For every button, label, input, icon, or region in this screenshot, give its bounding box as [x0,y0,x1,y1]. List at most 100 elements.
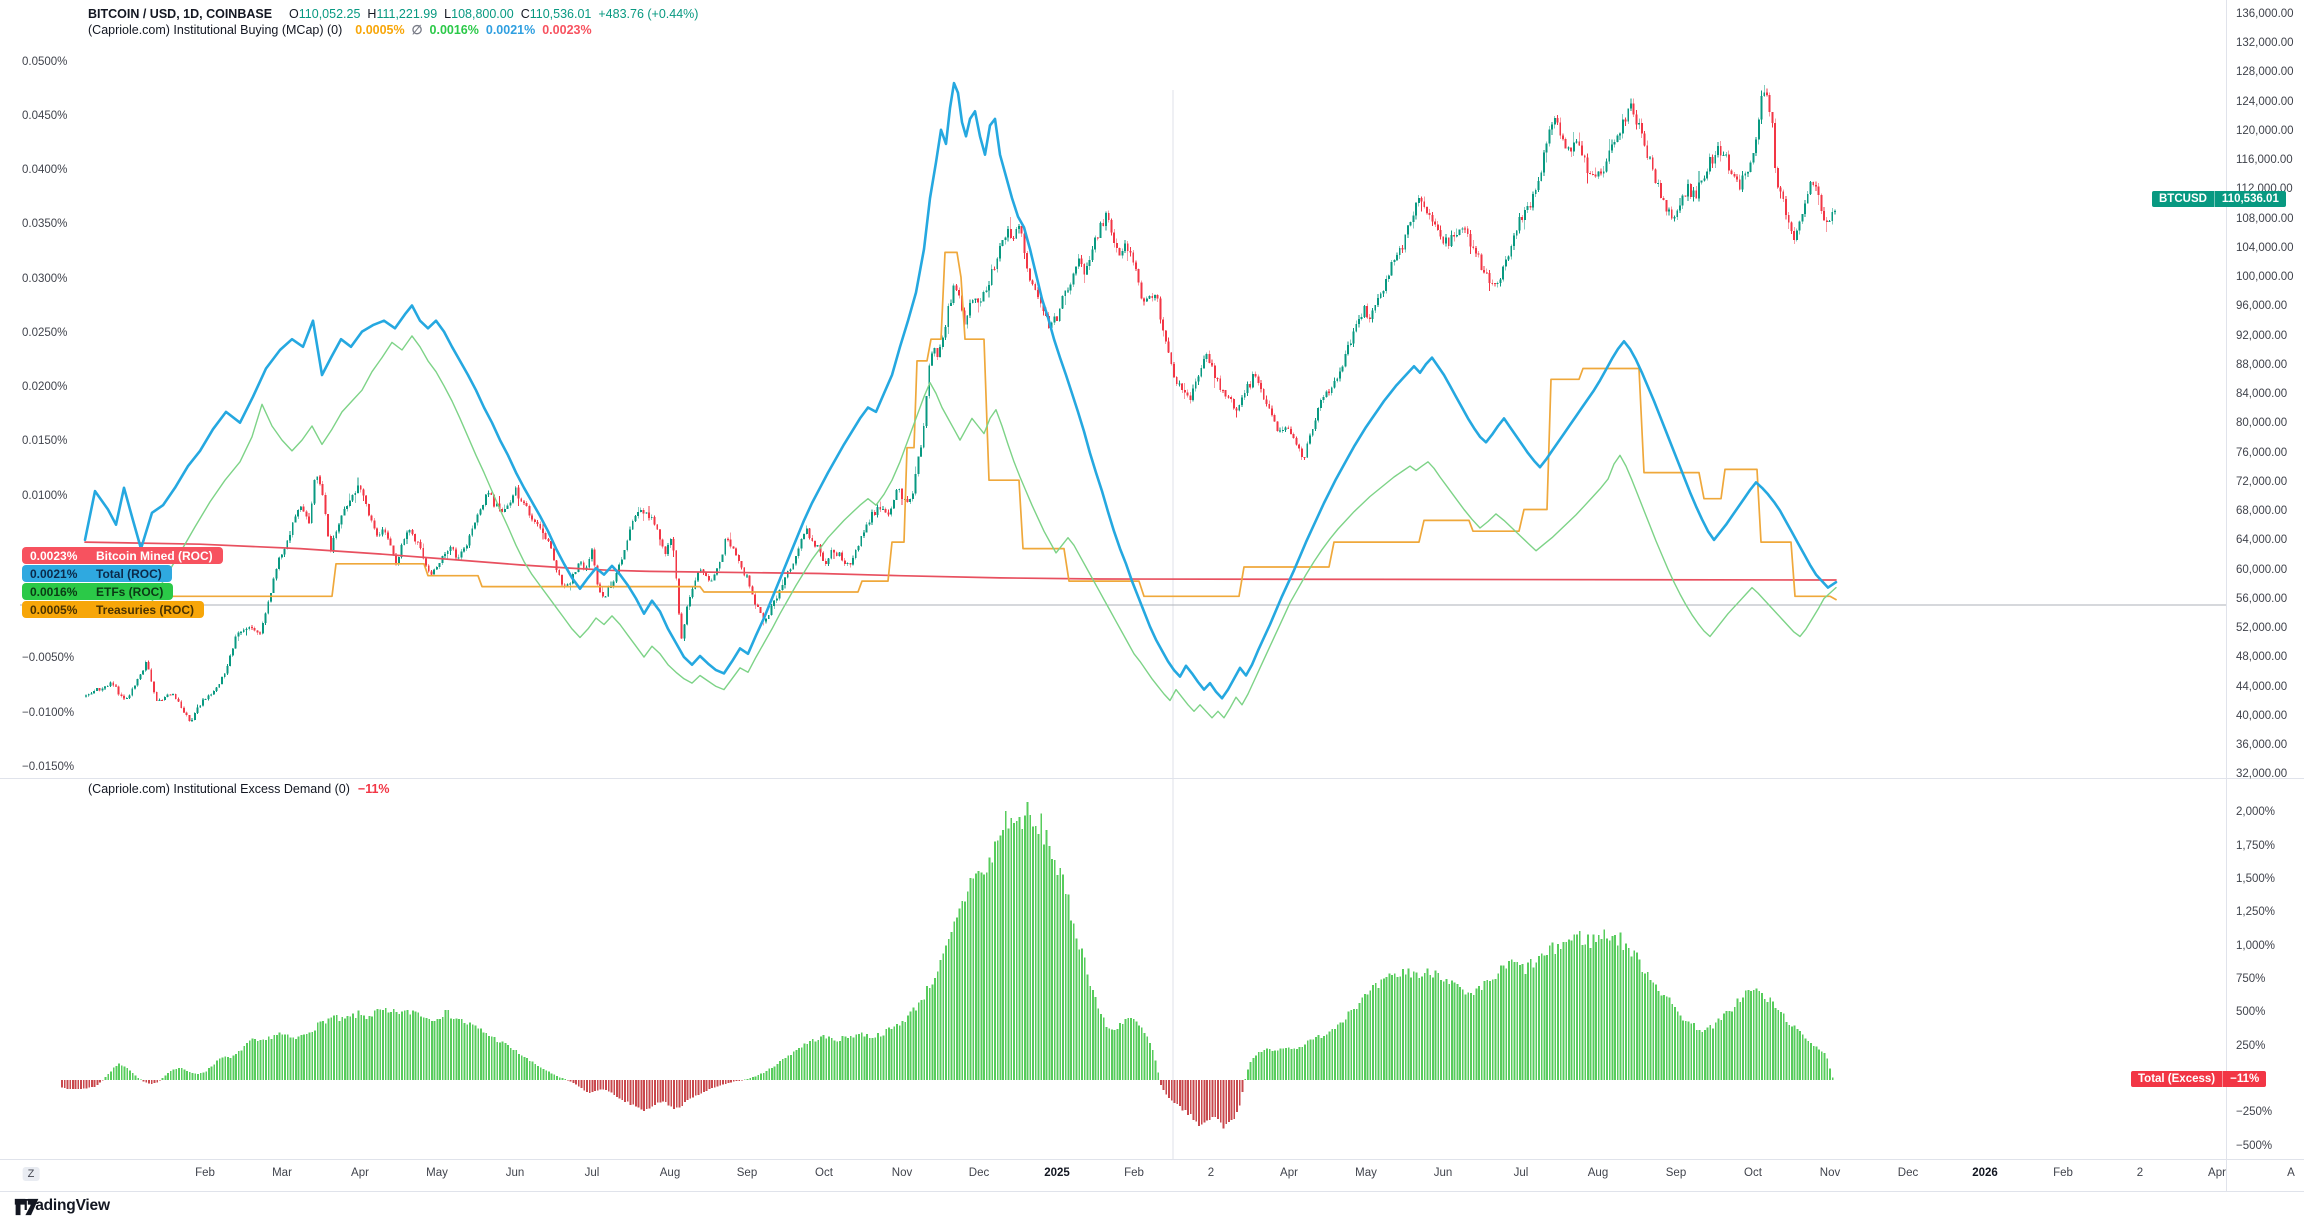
ohlc-value: 108,800.00 [451,7,514,21]
price-axis-tick: 120,000.00 [2236,124,2294,137]
excess-demand-value: −11% [357,782,390,796]
indicator-value: 0.0016% [429,23,479,37]
excess-axis-tick: 750% [2236,973,2266,986]
excess-badge-label: Total (Excess) [2138,1073,2216,1086]
last-price-badge-symbol: BTCUSD [2159,193,2207,206]
price-axis-tick: 96,000.00 [2236,300,2288,313]
excess-axis-tick: 1,750% [2236,839,2276,852]
time-axis-tick: 2026 [1972,1167,1998,1179]
price-axis-tick: 72,000.00 [2236,475,2288,488]
left-axis-tick: −0.0150% [22,760,75,773]
left-axis-tick: 0.0450% [22,109,68,122]
last-price-badge: BTCUSD 110,536.01 [2152,191,2286,208]
indicator-row: (Capriole.com) Institutional Buying (MCa… [88,22,698,38]
time-axis-tick: Mar [272,1167,292,1179]
legend-pill-treasuries-roc[interactable]: 0.0005% Treasuries (ROC) [22,601,205,618]
price-axis-tick: 84,000.00 [2236,388,2288,401]
legend-label: Bitcoin Mined (ROC) [96,548,213,563]
indicator-value: 0.0005% [355,23,405,37]
indicator-title[interactable]: (Capriole.com) Institutional Buying (MCa… [88,23,343,37]
time-axis-tick: Apr [2208,1167,2226,1179]
ohlc-value: 111,221.99 [376,7,438,21]
excess-demand-header: (Capriole.com) Institutional Excess Dema… [88,781,390,797]
time-axis-tick: Nov [891,1167,913,1179]
time-axis-tick: Dec [1897,1167,1919,1179]
time-axis-tick: Feb [2053,1167,2073,1179]
excess-axis-tick: 1,000% [2236,939,2276,952]
price-axis-tick: 36,000.00 [2236,739,2288,751]
time-axis-tick: Aug [659,1167,681,1179]
price-axis-tick: 104,000.00 [2236,241,2294,254]
tradingview-footer: TradingView [14,1197,110,1216]
time-axis-separator [0,1159,2304,1160]
price-axis-tick: 136,000.00 [2236,8,2294,20]
price-axis-tick: 64,000.00 [2236,534,2288,547]
legend-label: Treasuries (ROC) [96,602,195,617]
time-axis-tick: Dec [968,1167,990,1179]
price-axis-tick: 56,000.00 [2236,592,2288,605]
price-axis-tick: 48,000.00 [2236,651,2288,664]
left-axis-tick: −0.0100% [22,706,75,719]
change-value: +483.76 (+0.44%) [598,7,699,21]
price-axis-tick: 32,000.00 [2236,768,2288,781]
ohlc-key: H [367,7,377,21]
legend-value: 0.0023% [30,548,78,563]
price-axis-tick: 68,000.00 [2236,505,2288,518]
ohlc-key: C [520,7,530,21]
price-axis-tick: 132,000.00 [2236,37,2294,50]
ohlc-value: 110,536.01 [529,7,592,21]
time-axis-tick: Oct [1744,1167,1762,1179]
price-axis-tick: 88,000.00 [2236,358,2288,371]
ohlc-key: O [289,7,299,21]
price-axis-tick: 100,000.00 [2236,271,2294,284]
excess-axis-tick: 500% [2236,1006,2266,1019]
left-axis-tick: 0.0300% [22,272,68,285]
excess-axis-tick: 250% [2236,1039,2266,1052]
time-axis-key-hint: Z [22,1167,40,1181]
time-axis-tick: Jul [584,1167,600,1179]
left-axis-tick: 0.0150% [22,435,68,448]
time-axis-tick: Feb [1124,1167,1144,1179]
legend-pill-bitcoin-mined-roc[interactable]: 0.0023% Bitcoin Mined (ROC) [22,547,223,564]
price-axis-tick: 116,000.00 [2236,154,2293,167]
tradingview-brand-text[interactable]: TradingView [21,1197,110,1214]
pane-separator[interactable] [0,778,2304,779]
excess-value-badge: Total (Excess) −11% [2131,1071,2267,1088]
indicator-value: ∅ [411,23,423,37]
time-axis-tick: A [2287,1167,2295,1179]
left-axis-tick: −0.0050% [22,652,75,665]
legend-pill-total-roc[interactable]: 0.0021% Total (ROC) [22,565,172,582]
time-axis-tick: Jun [505,1167,525,1179]
time-axis-tick: Nov [1819,1167,1841,1179]
excess-axis-tick: −250% [2236,1106,2273,1119]
excess-demand-title[interactable]: (Capriole.com) Institutional Excess Dema… [88,782,350,796]
price-axis-tick: 60,000.00 [2236,563,2288,576]
symbol-title[interactable]: BITCOIN / USD, 1D, COINBASE [88,7,273,21]
legend-value: 0.0005% [30,602,78,617]
time-axis-tick: Jun [1433,1167,1453,1179]
ohlc-value: 110,052.25 [298,7,361,21]
left-axis-tick: 0.0500% [22,55,68,68]
price-axis-tick: 80,000.00 [2236,417,2288,430]
footer-separator [0,1191,2304,1192]
price-axis-tick: 76,000.00 [2236,446,2288,459]
price-axis-tick: 128,000.00 [2236,66,2294,79]
left-axis-tick: 0.0250% [22,326,68,339]
legend-value: 0.0016% [30,584,78,599]
price-scale-border [2226,0,2227,1191]
legend-label: ETFs (ROC) [96,584,164,599]
legend-value: 0.0021% [30,566,78,581]
time-axis-tick: May [426,1167,448,1179]
symbol-header: BITCOIN / USD, 1D, COINBASE O110,052.25 H1… [88,6,698,38]
indicator-values: 0.0005% ∅ 0.0016% 0.0021% 0.0023% [348,23,591,37]
price-axis-tick: 108,000.00 [2236,212,2294,225]
time-axis-tick: May [1355,1167,1377,1179]
left-axis-tick: 0.0200% [22,381,68,393]
price-axis-tick: 44,000.00 [2236,680,2288,693]
last-price-badge-value: 110,536.01 [2213,191,2286,208]
legend-pill-etfs-roc[interactable]: 0.0016% ETFs (ROC) [22,583,174,600]
time-axis-tick: 2 [2136,1167,2144,1179]
excess-axis-tick: −500% [2236,1139,2273,1152]
excess-axis-tick: 2,000% [2236,806,2276,819]
